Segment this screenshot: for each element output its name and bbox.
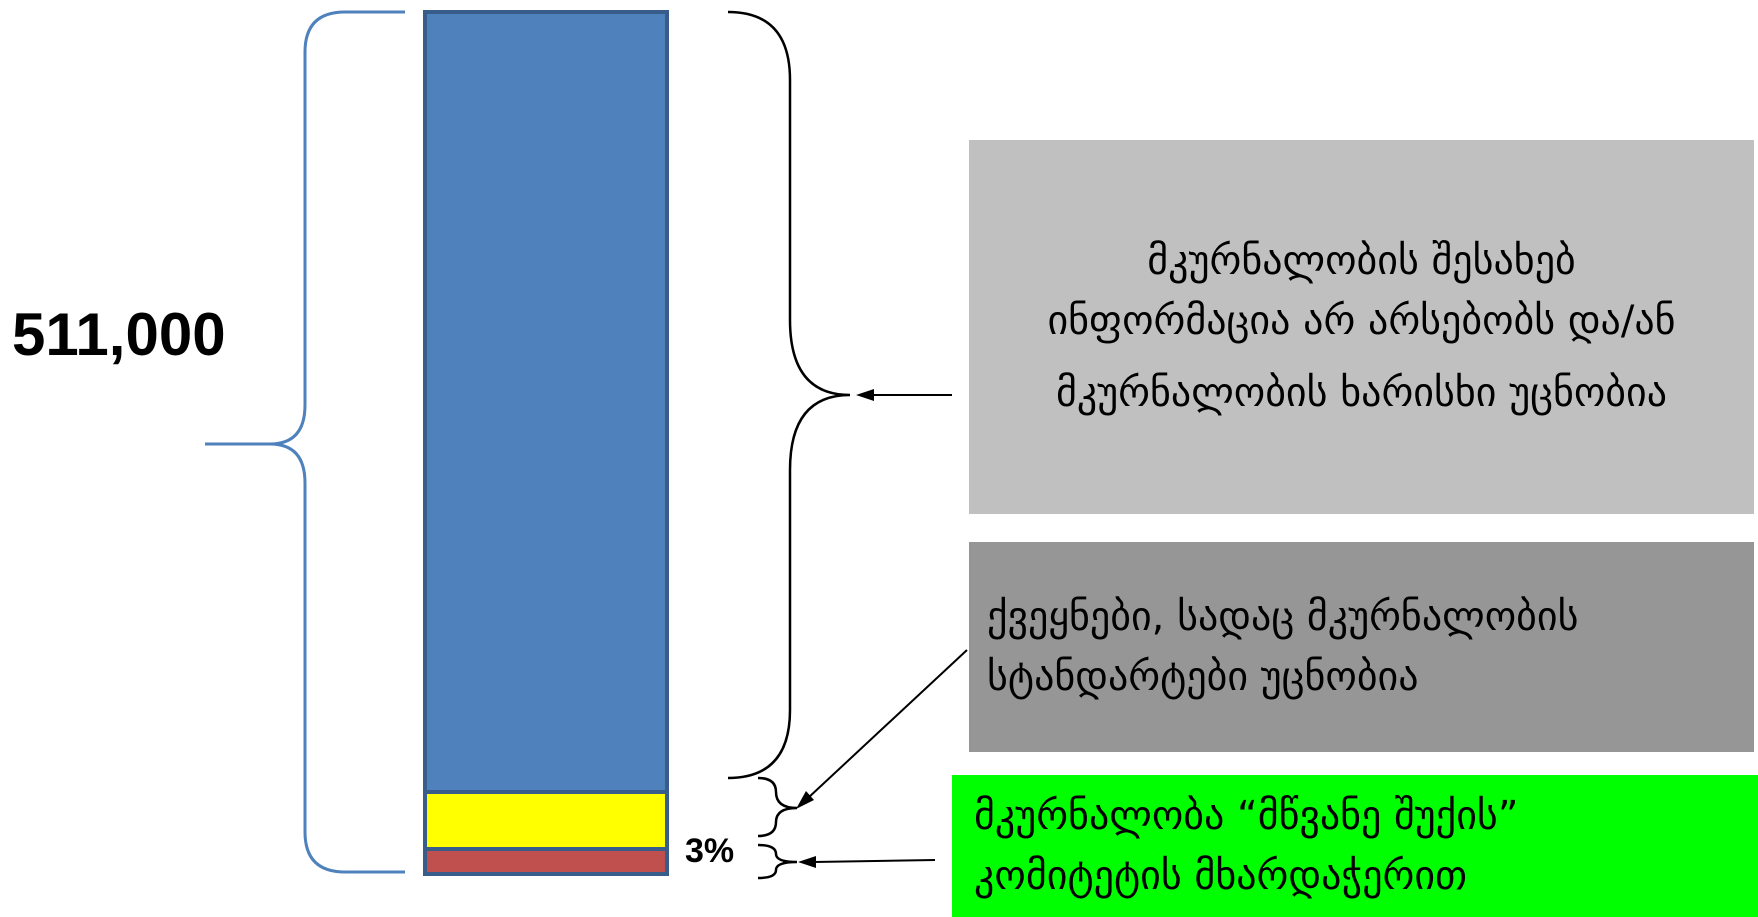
unknown-info-text-1: მკურნალობის შესახებ ინფორმაცია არ არსებო… (1047, 238, 1676, 344)
green-light-box: მკურნალობა “მწვანე შუქის” კომიტეტის მხარ… (952, 775, 1758, 917)
arrow-yellow-head (796, 791, 814, 809)
right-brace-main (727, 10, 851, 780)
percent-label: 3% (685, 832, 735, 870)
unknown-info-box: მკურნალობის შესახებ ინფორმაცია არ არსებო… (969, 140, 1754, 514)
left-brace (205, 10, 405, 874)
unknown-info-text-2: მკურნალობის ხარისხი უცნობია (1055, 370, 1668, 416)
unknown-standards-box: ქვეყნები, სადაც მკურნალობის სტანდარტები … (969, 542, 1754, 752)
arrow-red-head (798, 856, 816, 868)
green-light-text: მკურნალობა “მწვანე შუქის” კომიტეტის მხარ… (974, 793, 1519, 899)
bar-segment-main (423, 10, 669, 794)
unknown-standards-text: ქვეყნები, სადაც მკურნალობის სტანდარტები … (987, 594, 1579, 700)
arrow-main-head (856, 389, 874, 401)
right-brace-yellow (757, 776, 798, 838)
total-count-label: 511,000 (12, 301, 226, 368)
arrow-yellow (807, 649, 968, 799)
arrow-red (813, 859, 936, 863)
right-brace-red (757, 843, 798, 880)
bar-segment-red (423, 847, 669, 876)
bar-segment-yellow (423, 790, 669, 851)
